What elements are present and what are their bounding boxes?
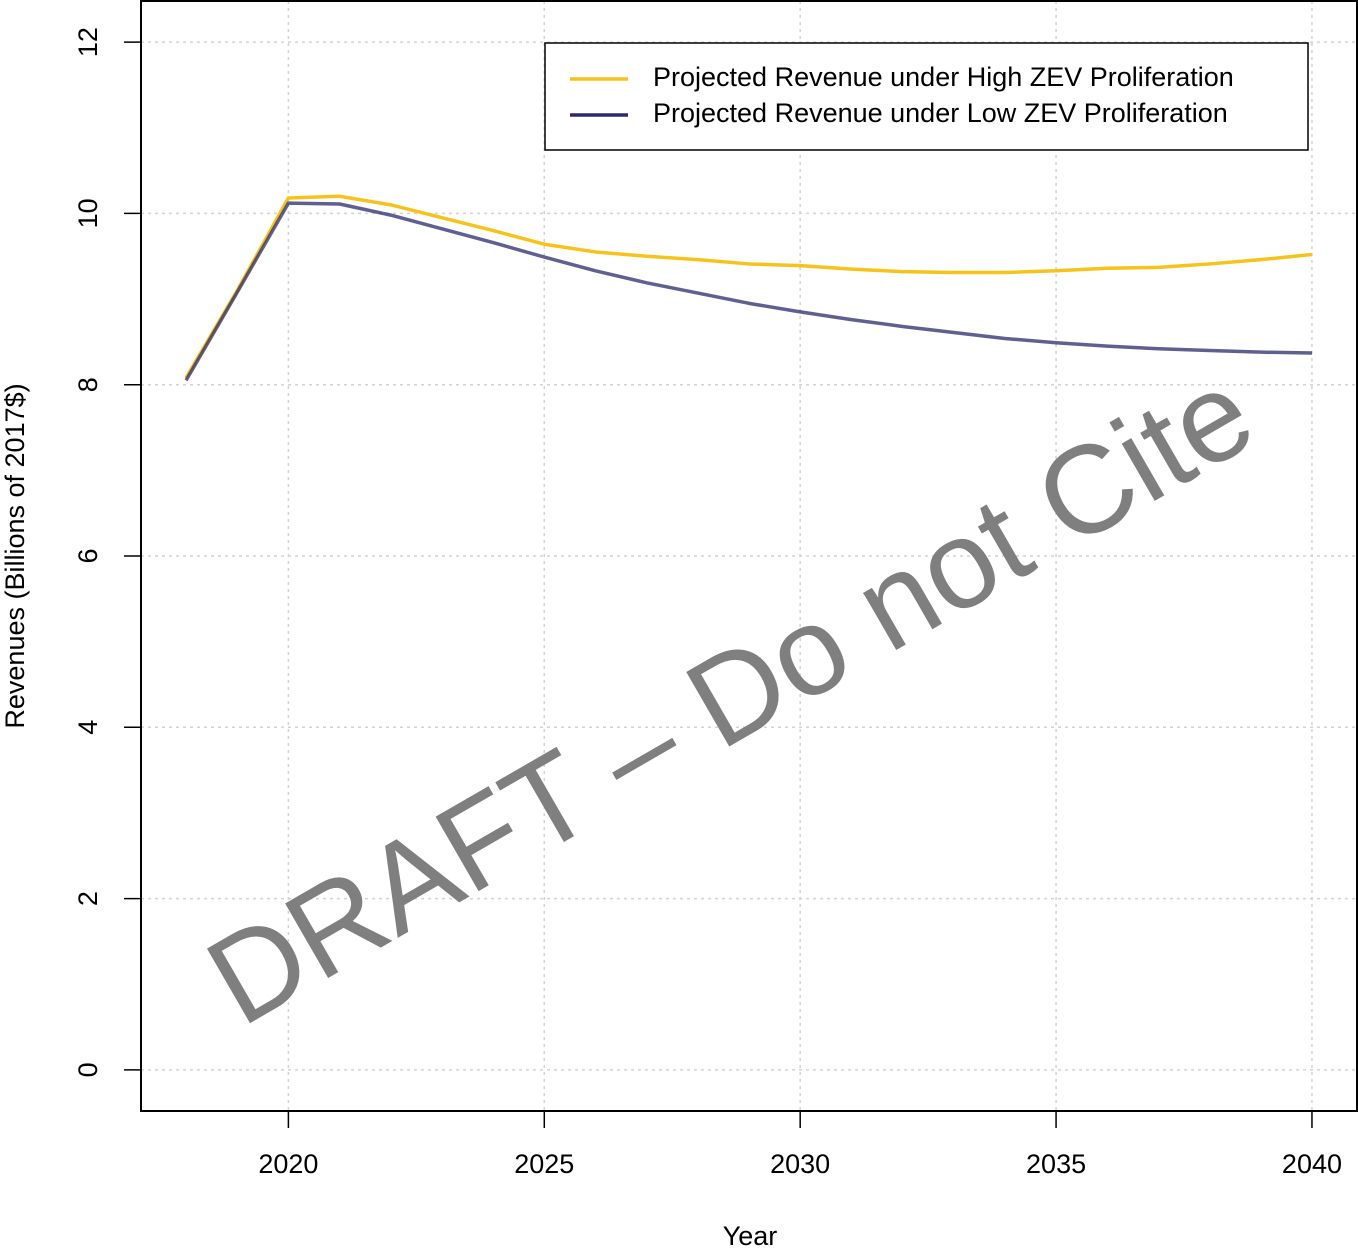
x-tick-label: 2020 <box>258 1149 318 1179</box>
watermark: DRAFT – Do not Cite <box>185 342 1275 1052</box>
x-axis-title: Year <box>723 1221 778 1251</box>
y-tick-label: 8 <box>73 377 103 392</box>
y-tick-label: 0 <box>73 1062 103 1077</box>
x-tick-label: 2035 <box>1026 1149 1086 1179</box>
x-tick-label: 2040 <box>1282 1149 1342 1179</box>
plot-frame <box>140 0 1358 1112</box>
x-tick-label: 2030 <box>770 1149 830 1179</box>
y-tick-label: 6 <box>73 548 103 563</box>
x-tick-label: 2025 <box>514 1149 574 1179</box>
legend-label: Projected Revenue under Low ZEV Prolifer… <box>653 98 1228 128</box>
y-tick-label: 2 <box>73 891 103 906</box>
legend-label: Projected Revenue under High ZEV Prolife… <box>653 62 1234 92</box>
series-line <box>184 194 1313 379</box>
legend: Projected Revenue under High ZEV Prolife… <box>544 42 1309 151</box>
legend-box <box>544 42 1309 151</box>
series-line <box>184 201 1312 382</box>
y-tick-label: 10 <box>73 198 103 228</box>
y-tick-label: 12 <box>73 27 103 57</box>
y-tick-label: 4 <box>73 720 103 735</box>
y-axis-title: Revenues (Billions of 2017$) <box>0 383 30 728</box>
